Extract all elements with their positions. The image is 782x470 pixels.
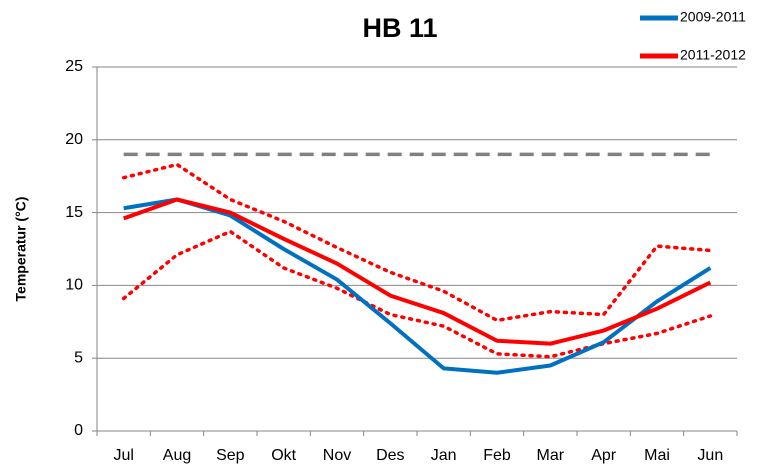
y-tick-label: 5 [74,349,83,366]
y-tick-label: 15 [65,204,83,221]
series-line [121,229,713,359]
series-line [121,162,713,323]
x-tick-label: Jan [431,447,457,464]
x-tick-label: Jun [697,447,723,464]
x-tick-label: Des [376,447,404,464]
x-tick-label: Aug [163,447,191,464]
legend-label: 2011-2012 [680,47,746,63]
y-tick-label: 0 [74,422,83,439]
series-line [123,197,712,375]
y-tick-label: 25 [65,58,83,75]
x-tick-label: Jul [113,447,133,464]
x-tick-label: Mar [537,447,565,464]
x-tick-label: Mai [644,447,670,464]
x-tick-label: Okt [271,447,296,464]
chart-title: HB 11 [362,13,437,43]
x-tick-label: Sep [216,447,245,464]
y-tick-label: 20 [65,131,83,148]
y-tick-label: 10 [65,277,83,294]
x-tick-label: Apr [591,447,617,464]
legend-label: 2009-2011 [680,9,746,25]
series-line [122,197,712,346]
y-axis-title: Temperatur (°C) [13,197,29,302]
x-tick-label: Nov [323,447,351,464]
x-tick-label: Feb [483,447,511,464]
